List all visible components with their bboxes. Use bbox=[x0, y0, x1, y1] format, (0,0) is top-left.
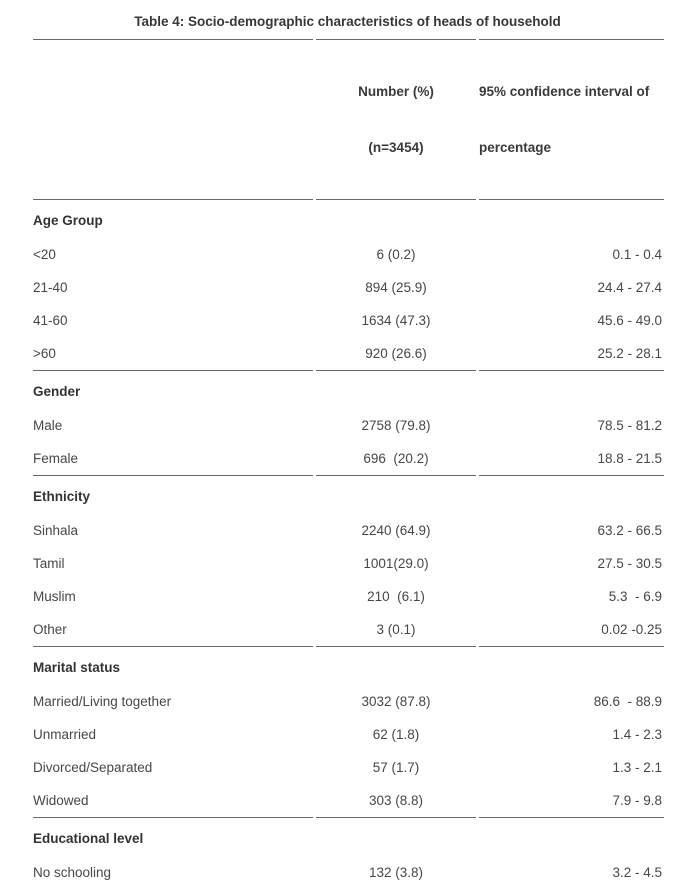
row-confidence-interval-cell: 5.3 - 6.9 bbox=[608, 589, 662, 604]
row-category-cell: Primary (grade1-5) bbox=[33, 889, 313, 894]
row-number-percent-cell: 2240 (64.9) bbox=[361, 523, 431, 538]
row-confidence-interval-cell: 3.2 - 4.5 bbox=[612, 865, 662, 880]
row-confidence-interval-cell: 27.5 - 30.5 bbox=[597, 556, 662, 571]
section-label: Educational level bbox=[33, 817, 313, 856]
row-number-percent-cell: 894 (25.9) bbox=[365, 280, 427, 295]
row-category-cell: >60 bbox=[33, 346, 56, 361]
table-row: >60 920 (26.6) 25.2 - 28.1 bbox=[33, 337, 664, 370]
row-number-percent-cell: 696 (20.2) bbox=[363, 451, 429, 466]
row-confidence-interval-cell: 63.2 - 66.5 bbox=[597, 523, 662, 538]
row-category-cell: 21-40 bbox=[33, 280, 68, 295]
row-number-percent-cell: 920 (26.6) bbox=[365, 346, 427, 361]
row-confidence-interval-cell: 0.02 -0.25 bbox=[601, 622, 662, 637]
row-confidence-interval-cell: 0.1 - 0.4 bbox=[612, 247, 662, 262]
header-blank-cell bbox=[33, 39, 313, 199]
row-confidence-interval-cell: 1.3 - 2.1 bbox=[612, 760, 662, 775]
table-row: Divorced/Separated 57 (1.7) 1.3 - 2.1 bbox=[33, 751, 664, 784]
table-title: Table 4: Socio-demographic characteristi… bbox=[134, 14, 561, 29]
section-blank-ci-cell bbox=[479, 646, 664, 685]
row-category-cell: Muslim bbox=[33, 589, 76, 604]
table-row: 21-40 894 (25.9) 24.4 - 27.4 bbox=[33, 271, 664, 304]
table-row: Muslim 210 (6.1) 5.3 - 6.9 bbox=[33, 580, 664, 613]
section-header-row: Educational level bbox=[33, 817, 664, 856]
table-row: No schooling 132 (3.8) 3.2 - 4.5 bbox=[33, 856, 664, 889]
row-category-cell: 41-60 bbox=[33, 313, 68, 328]
section-header-row: Age Group bbox=[33, 199, 664, 238]
header-number-line2: (n=3454) bbox=[368, 140, 424, 155]
section-label: Ethnicity bbox=[33, 475, 313, 514]
row-number-percent-cell: 57 (1.7) bbox=[372, 760, 420, 775]
row-category-cell: Unmarried bbox=[33, 727, 97, 742]
section-blank-ci-cell bbox=[479, 199, 664, 238]
row-confidence-interval-cell: 25.2 - 28.1 bbox=[597, 346, 662, 361]
table-row: Sinhala 2240 (64.9) 63.2 - 66.5 bbox=[33, 514, 664, 547]
table-row: Unmarried 62 (1.8) 1.4 - 2.3 bbox=[33, 718, 664, 751]
table-body: Number (%) (n=3454) 95% confidence inter… bbox=[33, 39, 664, 894]
table-row: Female 696 (20.2) 18.8 - 21.5 bbox=[33, 442, 664, 475]
row-number-percent-cell: 2758 (79.8) bbox=[361, 418, 431, 433]
row-category-cell: Male bbox=[33, 418, 63, 433]
header-number-line1: Number (%) bbox=[358, 84, 434, 99]
section-header-row: Marital status bbox=[33, 646, 664, 685]
table-row: Widowed 303 (8.8) 7.9 - 9.8 bbox=[33, 784, 664, 817]
header-ci-line1: 95% confidence interval of bbox=[479, 84, 650, 99]
row-confidence-interval-cell: 86.6 - 88.9 bbox=[593, 694, 662, 709]
row-number-percent-cell: 3 (0.1) bbox=[376, 622, 416, 637]
table-row: Male 2758 (79.8) 78.5 - 81.2 bbox=[33, 409, 664, 442]
row-confidence-interval-cell: 1.4 - 2.3 bbox=[612, 727, 662, 742]
section-blank-ci-cell bbox=[479, 370, 664, 409]
row-number-percent-cell: 1001(29.0) bbox=[363, 556, 429, 571]
row-number-percent-cell: 303 (8.8) bbox=[368, 793, 424, 808]
row-number-percent-cell: 3032 (87.8) bbox=[361, 694, 431, 709]
section-blank-number-cell bbox=[316, 817, 476, 856]
row-number-percent-cell: 132 (3.8) bbox=[368, 865, 424, 880]
table-row: Married/Living together 3032 (87.8) 86.6… bbox=[33, 685, 664, 718]
row-number-percent-cell: 628 (18.2) bbox=[316, 889, 476, 894]
table-row: Tamil 1001(29.0) 27.5 - 30.5 bbox=[33, 547, 664, 580]
section-header-row: Gender bbox=[33, 370, 664, 409]
row-number-percent-cell: 1634 (47.3) bbox=[361, 313, 431, 328]
row-category-cell: Tamil bbox=[33, 556, 65, 571]
section-blank-number-cell bbox=[316, 199, 476, 238]
section-label: Marital status bbox=[33, 646, 313, 685]
row-confidence-interval-cell: 18.8 - 21.5 bbox=[597, 451, 662, 466]
header-number-column: Number (%) (n=3454) bbox=[316, 39, 476, 199]
row-confidence-interval-cell: 24.4 - 27.4 bbox=[597, 280, 662, 295]
row-confidence-interval-cell: 16.9 - 19.5 bbox=[479, 889, 664, 894]
section-blank-ci-cell bbox=[479, 817, 664, 856]
section-header-row: Ethnicity bbox=[33, 475, 664, 514]
row-confidence-interval-cell: 45.6 - 49.0 bbox=[597, 313, 662, 328]
section-blank-ci-cell bbox=[479, 475, 664, 514]
header-ci-line2: percentage bbox=[479, 140, 552, 155]
table-row: 41-60 1634 (47.3) 45.6 - 49.0 bbox=[33, 304, 664, 337]
table-row: Other 3 (0.1) 0.02 -0.25 bbox=[33, 613, 664, 646]
table-header-row: Number (%) (n=3454) 95% confidence inter… bbox=[33, 39, 664, 199]
section-blank-number-cell bbox=[316, 370, 476, 409]
section-blank-number-cell bbox=[316, 646, 476, 685]
row-category-cell: Sinhala bbox=[33, 523, 79, 538]
row-category-cell: Married/Living together bbox=[33, 694, 172, 709]
row-category-cell: <20 bbox=[33, 247, 56, 262]
row-category-cell: No schooling bbox=[33, 865, 112, 880]
row-number-percent-cell: 62 (1.8) bbox=[372, 727, 420, 742]
row-category-cell: Other bbox=[33, 622, 67, 637]
table-row: Primary (grade1-5) 628 (18.2) 16.9 - 19.… bbox=[33, 889, 664, 894]
row-category-cell: Divorced/Separated bbox=[33, 760, 153, 775]
header-confidence-interval-column: 95% confidence interval of percentage bbox=[479, 39, 664, 199]
socio-demographic-table: Number (%) (n=3454) 95% confidence inter… bbox=[30, 39, 667, 894]
section-label: Gender bbox=[33, 370, 313, 409]
row-category-cell: Widowed bbox=[33, 793, 89, 808]
row-number-percent-cell: 6 (0.2) bbox=[376, 247, 416, 262]
row-number-percent-cell: 210 (6.1) bbox=[367, 589, 425, 604]
row-confidence-interval-cell: 7.9 - 9.8 bbox=[612, 793, 662, 808]
section-label: Age Group bbox=[33, 199, 313, 238]
table-row: <20 6 (0.2) 0.1 - 0.4 bbox=[33, 238, 664, 271]
row-category-cell: Female bbox=[33, 451, 79, 466]
section-blank-number-cell bbox=[316, 475, 476, 514]
row-confidence-interval-cell: 78.5 - 81.2 bbox=[597, 418, 662, 433]
